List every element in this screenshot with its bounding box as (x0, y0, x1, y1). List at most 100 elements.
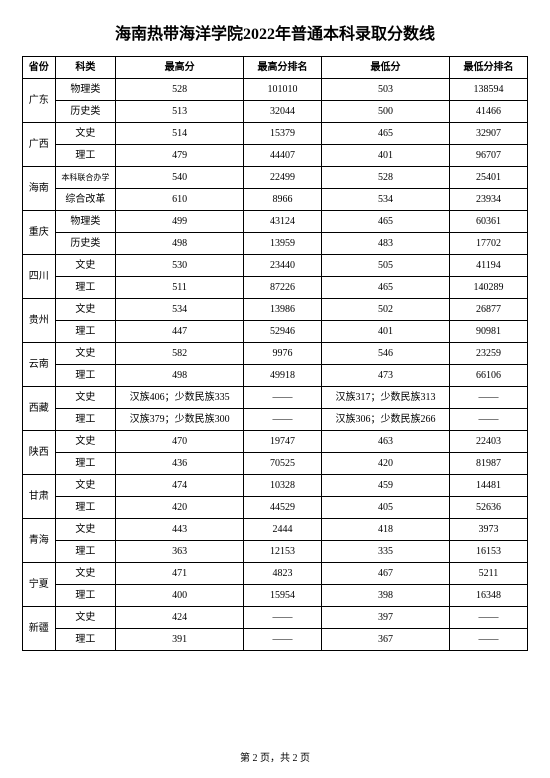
cell-low-score: 463 (322, 431, 450, 453)
cell-high-score: 363 (116, 541, 244, 563)
cell-low-rank: 81987 (449, 453, 527, 475)
cell-category: 文史 (55, 255, 116, 277)
score-table: 省份 科类 最高分 最高分排名 最低分 最低分排名 广东物理类528101010… (22, 56, 528, 651)
cell-category: 理工 (55, 585, 116, 607)
cell-high-score: 513 (116, 101, 244, 123)
cell-high-rank: 23440 (244, 255, 322, 277)
cell-high-rank: 12153 (244, 541, 322, 563)
cell-low-score: 534 (322, 189, 450, 211)
cell-province: 青海 (23, 519, 56, 563)
cell-high-rank: 4823 (244, 563, 322, 585)
cell-low-rank: 66106 (449, 365, 527, 387)
cell-low-rank: 140289 (449, 277, 527, 299)
cell-category: 理工 (55, 365, 116, 387)
cell-high-score: 447 (116, 321, 244, 343)
cell-category: 理工 (55, 321, 116, 343)
cell-province: 云南 (23, 343, 56, 387)
table-header-row: 省份 科类 最高分 最高分排名 最低分 最低分排名 (23, 57, 528, 79)
cell-high-score: 420 (116, 497, 244, 519)
cell-category: 文史 (55, 343, 116, 365)
cell-low-rank: 25401 (449, 167, 527, 189)
cell-high-rank: 32044 (244, 101, 322, 123)
cell-province: 甘肃 (23, 475, 56, 519)
cell-high-rank: 13986 (244, 299, 322, 321)
cell-low-rank: 16153 (449, 541, 527, 563)
cell-province: 宁夏 (23, 563, 56, 607)
th-low-score: 最低分 (322, 57, 450, 79)
cell-high-score: 471 (116, 563, 244, 585)
cell-category: 文史 (55, 123, 116, 145)
th-low-rank: 最低分排名 (449, 57, 527, 79)
table-row: 理工4475294640190981 (23, 321, 528, 343)
table-row: 广东物理类528101010503138594 (23, 79, 528, 101)
cell-low-rank: —— (449, 629, 527, 651)
table-row: 广西文史5141537946532907 (23, 123, 528, 145)
cell-high-rank: 9976 (244, 343, 322, 365)
cell-low-rank: 16348 (449, 585, 527, 607)
cell-category: 理工 (55, 629, 116, 651)
cell-low-rank: 5211 (449, 563, 527, 585)
cell-high-rank: —— (244, 387, 322, 409)
cell-high-rank: 87226 (244, 277, 322, 299)
cell-high-rank: —— (244, 607, 322, 629)
cell-category: 理工 (55, 497, 116, 519)
table-row: 新疆文史424——397—— (23, 607, 528, 629)
cell-category: 文史 (55, 607, 116, 629)
cell-low-rank: 138594 (449, 79, 527, 101)
cell-low-rank: 17702 (449, 233, 527, 255)
table-row: 理工51187226465140289 (23, 277, 528, 299)
table-row: 理工4794440740196707 (23, 145, 528, 167)
cell-category: 文史 (55, 475, 116, 497)
cell-high-score: 498 (116, 365, 244, 387)
cell-low-rank: 32907 (449, 123, 527, 145)
cell-low-score: 335 (322, 541, 450, 563)
cell-high-rank: 10328 (244, 475, 322, 497)
cell-low-score: 459 (322, 475, 450, 497)
cell-category: 理工 (55, 409, 116, 431)
cell-province: 陕西 (23, 431, 56, 475)
cell-low-score: 397 (322, 607, 450, 629)
cell-high-rank: 15379 (244, 123, 322, 145)
cell-high-rank: 44529 (244, 497, 322, 519)
th-province: 省份 (23, 57, 56, 79)
cell-low-score: 465 (322, 277, 450, 299)
cell-category: 物理类 (55, 211, 116, 233)
cell-category: 理工 (55, 541, 116, 563)
cell-high-score: 436 (116, 453, 244, 475)
cell-low-score: 汉族317；少数民族313 (322, 387, 450, 409)
cell-province: 西藏 (23, 387, 56, 431)
cell-low-rank: 41466 (449, 101, 527, 123)
cell-category: 文史 (55, 387, 116, 409)
cell-low-score: 418 (322, 519, 450, 541)
cell-high-rank: 13959 (244, 233, 322, 255)
cell-high-score: 443 (116, 519, 244, 541)
cell-low-score: 420 (322, 453, 450, 475)
cell-high-rank: 70525 (244, 453, 322, 475)
cell-low-rank: 23934 (449, 189, 527, 211)
cell-low-rank: 3973 (449, 519, 527, 541)
cell-high-rank: 52946 (244, 321, 322, 343)
cell-category: 理工 (55, 453, 116, 475)
cell-low-score: 502 (322, 299, 450, 321)
cell-high-score: 479 (116, 145, 244, 167)
cell-high-score: 424 (116, 607, 244, 629)
cell-high-score: 391 (116, 629, 244, 651)
cell-low-rank: 52636 (449, 497, 527, 519)
table-row: 四川文史5302344050541194 (23, 255, 528, 277)
cell-low-rank: 22403 (449, 431, 527, 453)
cell-category: 物理类 (55, 79, 116, 101)
cell-low-rank: —— (449, 409, 527, 431)
cell-province: 贵州 (23, 299, 56, 343)
cell-province: 广西 (23, 123, 56, 167)
table-row: 理工汉族379；少数民族300——汉族306；少数民族266—— (23, 409, 528, 431)
cell-category: 文史 (55, 299, 116, 321)
cell-category: 文史 (55, 519, 116, 541)
cell-category: 本科联合办学 (55, 167, 116, 189)
cell-province: 重庆 (23, 211, 56, 255)
table-row: 青海文史44324444183973 (23, 519, 528, 541)
table-row: 综合改革610896653423934 (23, 189, 528, 211)
cell-high-rank: 49918 (244, 365, 322, 387)
cell-low-score: 528 (322, 167, 450, 189)
cell-low-rank: 96707 (449, 145, 527, 167)
cell-high-score: 540 (116, 167, 244, 189)
